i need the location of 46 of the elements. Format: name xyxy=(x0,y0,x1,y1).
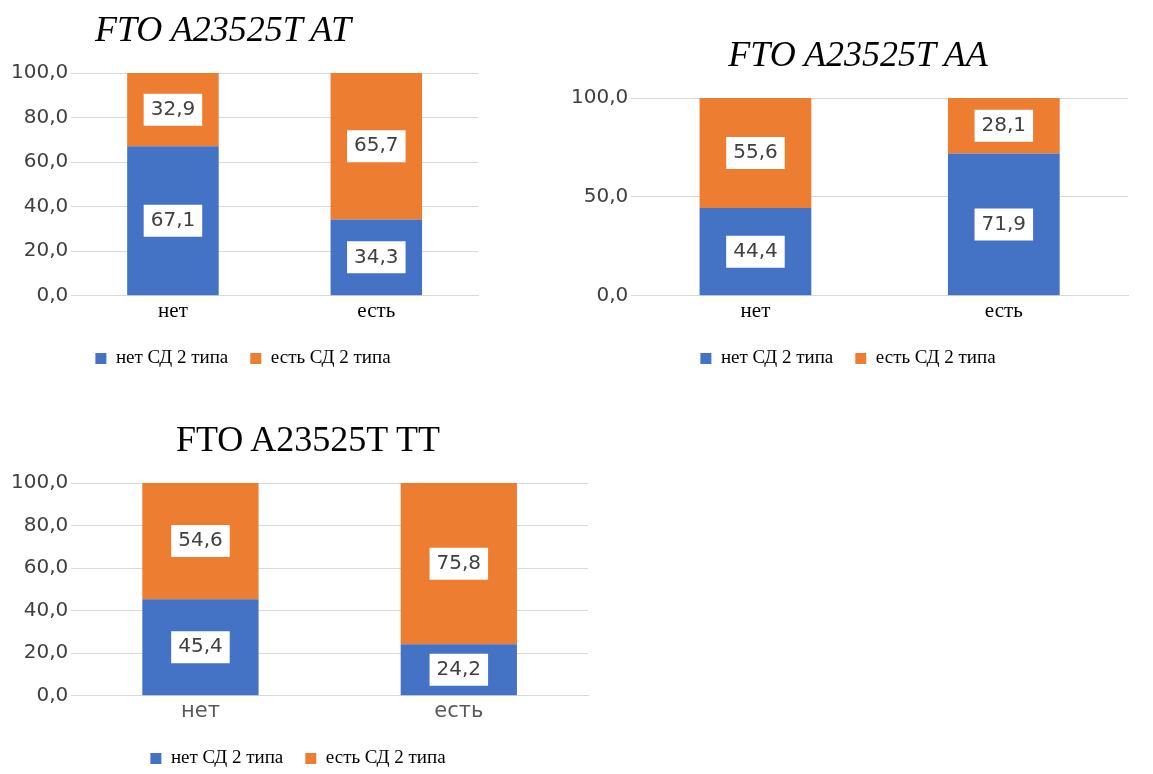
bar xyxy=(947,153,1060,296)
data-label: 45,4 xyxy=(178,633,223,658)
y-tick-label: 80,0 xyxy=(23,103,69,128)
legend-label: нет СД 2 типа xyxy=(115,346,229,368)
y-tick-label: 60,0 xyxy=(23,554,69,579)
x-tick-label: есть xyxy=(984,297,1023,322)
legend-label: есть СД 2 типа xyxy=(875,346,997,368)
y-tick-label: 0,0 xyxy=(36,682,69,706)
x-tick-label: нет xyxy=(158,297,188,322)
legend-label: нет СД 2 типа xyxy=(170,746,284,768)
y-tick-label: 100,0 xyxy=(570,84,629,109)
y-tick-label: 100,0 xyxy=(10,59,69,84)
x-tick-label: нет xyxy=(181,697,220,722)
y-tick-label: 100,0 xyxy=(10,469,69,494)
data-label: 34,3 xyxy=(354,243,399,268)
y-tick-label: 20,0 xyxy=(23,639,69,664)
data-label: 55,6 xyxy=(733,139,778,164)
y-tick-label: 20,0 xyxy=(23,237,69,262)
bar xyxy=(400,483,517,645)
legend-label: есть СД 2 типа xyxy=(270,346,392,368)
data-label: 28,1 xyxy=(981,111,1027,136)
bar xyxy=(142,483,259,600)
y-tick-label: 40,0 xyxy=(23,596,69,621)
y-tick-label: 50,0 xyxy=(583,183,629,208)
bar xyxy=(127,146,219,296)
x-tick-label: нет xyxy=(740,297,771,322)
data-label: 44,4 xyxy=(733,237,778,262)
chart-title: FTO A23525T AT xyxy=(93,8,354,51)
data-label: 65,7 xyxy=(354,132,399,157)
x-tick-label: есть xyxy=(434,697,484,722)
data-label: 24,2 xyxy=(436,656,482,680)
data-label: 71,9 xyxy=(981,210,1027,235)
legend-label: нет СД 2 типа xyxy=(720,346,834,368)
x-tick-label: есть xyxy=(357,297,396,322)
chart-title: FTO A23525T AA xyxy=(727,33,989,76)
legend-label: есть СД 2 типа xyxy=(325,746,447,768)
y-tick-label: 60,0 xyxy=(23,148,69,173)
data-label: 54,6 xyxy=(178,527,223,552)
y-tick-label: 0,0 xyxy=(36,282,69,306)
data-label: 67,1 xyxy=(150,207,196,231)
data-label: 32,9 xyxy=(150,95,196,120)
y-tick-label: 40,0 xyxy=(23,192,69,217)
y-tick-label: 0,0 xyxy=(596,282,629,306)
y-tick-label: 80,0 xyxy=(23,511,69,536)
chart-title: FTO A23525T TT xyxy=(174,418,441,461)
data-label: 75,8 xyxy=(436,549,482,574)
